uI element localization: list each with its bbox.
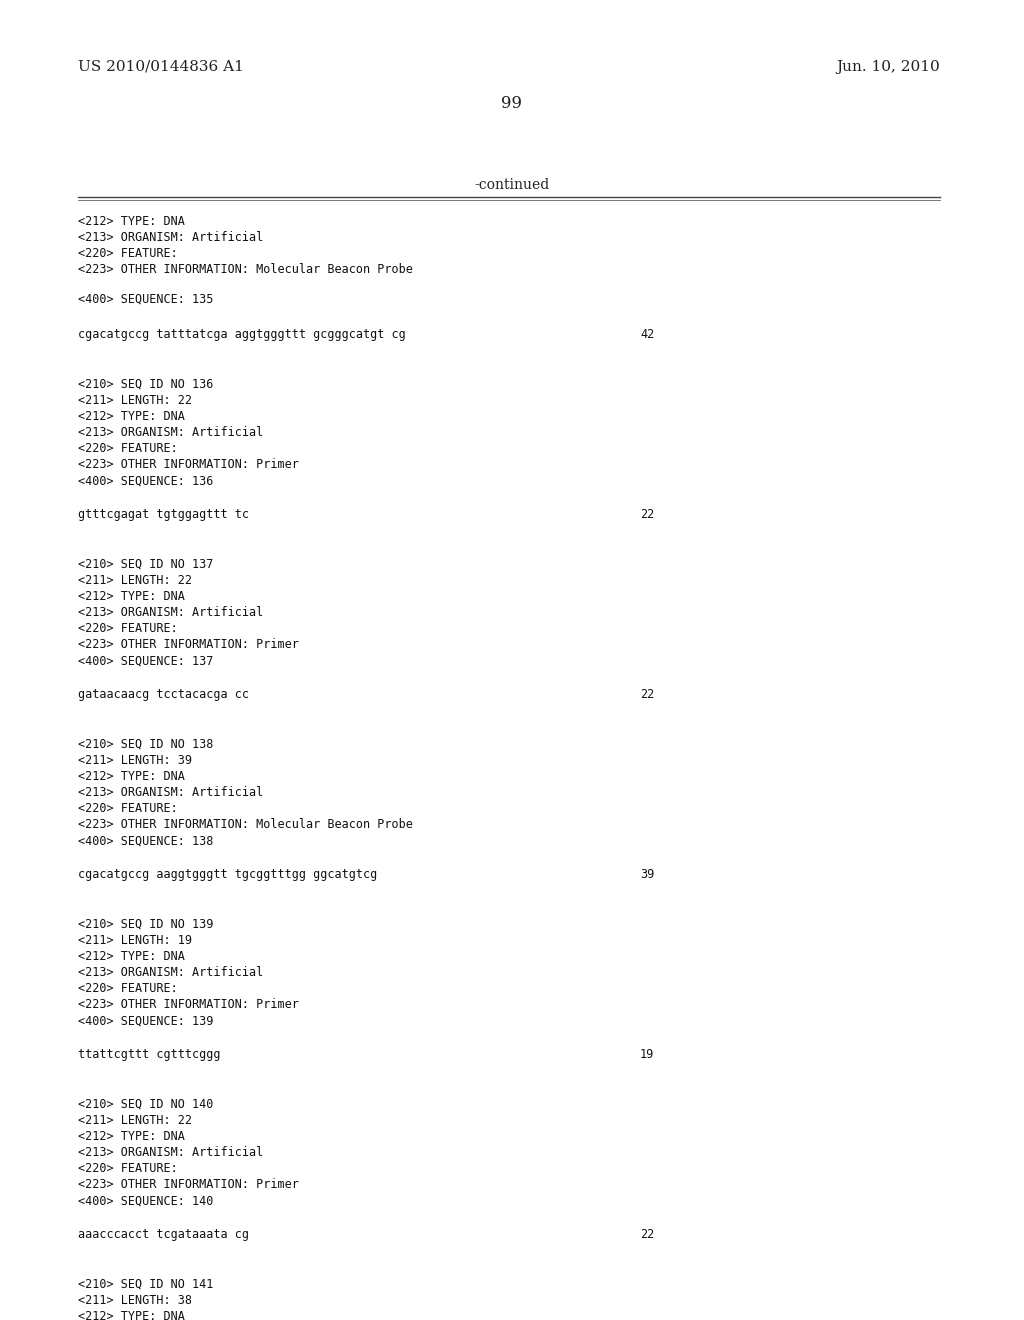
Text: <220> FEATURE:: <220> FEATURE: (78, 442, 178, 455)
Text: <210> SEQ ID NO 136: <210> SEQ ID NO 136 (78, 378, 213, 391)
Text: ttattcgttt cgtttcggg: ttattcgttt cgtttcggg (78, 1048, 220, 1061)
Text: 42: 42 (640, 327, 654, 341)
Text: <223> OTHER INFORMATION: Primer: <223> OTHER INFORMATION: Primer (78, 458, 299, 471)
Text: <213> ORGANISM: Artificial: <213> ORGANISM: Artificial (78, 966, 263, 979)
Text: 22: 22 (640, 1228, 654, 1241)
Text: <212> TYPE: DNA: <212> TYPE: DNA (78, 590, 185, 603)
Text: <220> FEATURE:: <220> FEATURE: (78, 982, 178, 995)
Text: <210> SEQ ID NO 137: <210> SEQ ID NO 137 (78, 558, 213, 572)
Text: <210> SEQ ID NO 140: <210> SEQ ID NO 140 (78, 1098, 213, 1111)
Text: <212> TYPE: DNA: <212> TYPE: DNA (78, 1309, 185, 1320)
Text: 22: 22 (640, 688, 654, 701)
Text: <223> OTHER INFORMATION: Molecular Beacon Probe: <223> OTHER INFORMATION: Molecular Beaco… (78, 263, 413, 276)
Text: <211> LENGTH: 22: <211> LENGTH: 22 (78, 393, 193, 407)
Text: <213> ORGANISM: Artificial: <213> ORGANISM: Artificial (78, 785, 263, 799)
Text: Jun. 10, 2010: Jun. 10, 2010 (837, 59, 940, 74)
Text: <212> TYPE: DNA: <212> TYPE: DNA (78, 411, 185, 422)
Text: <220> FEATURE:: <220> FEATURE: (78, 803, 178, 814)
Text: aaacccacct tcgataaata cg: aaacccacct tcgataaata cg (78, 1228, 249, 1241)
Text: <212> TYPE: DNA: <212> TYPE: DNA (78, 770, 185, 783)
Text: <211> LENGTH: 22: <211> LENGTH: 22 (78, 574, 193, 587)
Text: <223> OTHER INFORMATION: Primer: <223> OTHER INFORMATION: Primer (78, 1177, 299, 1191)
Text: <213> ORGANISM: Artificial: <213> ORGANISM: Artificial (78, 1146, 263, 1159)
Text: <400> SEQUENCE: 139: <400> SEQUENCE: 139 (78, 1015, 213, 1028)
Text: <210> SEQ ID NO 139: <210> SEQ ID NO 139 (78, 917, 213, 931)
Text: <220> FEATURE:: <220> FEATURE: (78, 1162, 178, 1175)
Text: <223> OTHER INFORMATION: Molecular Beacon Probe: <223> OTHER INFORMATION: Molecular Beaco… (78, 818, 413, 832)
Text: <211> LENGTH: 39: <211> LENGTH: 39 (78, 754, 193, 767)
Text: 39: 39 (640, 869, 654, 880)
Text: <223> OTHER INFORMATION: Primer: <223> OTHER INFORMATION: Primer (78, 998, 299, 1011)
Text: <400> SEQUENCE: 140: <400> SEQUENCE: 140 (78, 1195, 213, 1208)
Text: <212> TYPE: DNA: <212> TYPE: DNA (78, 215, 185, 228)
Text: <212> TYPE: DNA: <212> TYPE: DNA (78, 950, 185, 964)
Text: <210> SEQ ID NO 141: <210> SEQ ID NO 141 (78, 1278, 213, 1291)
Text: <211> LENGTH: 38: <211> LENGTH: 38 (78, 1294, 193, 1307)
Text: <400> SEQUENCE: 136: <400> SEQUENCE: 136 (78, 475, 213, 488)
Text: cgacatgccg tatttatcga aggtgggttt gcgggcatgt cg: cgacatgccg tatttatcga aggtgggttt gcgggca… (78, 327, 406, 341)
Text: -continued: -continued (474, 178, 550, 191)
Text: 22: 22 (640, 508, 654, 521)
Text: <210> SEQ ID NO 138: <210> SEQ ID NO 138 (78, 738, 213, 751)
Text: <211> LENGTH: 22: <211> LENGTH: 22 (78, 1114, 193, 1127)
Text: <213> ORGANISM: Artificial: <213> ORGANISM: Artificial (78, 606, 263, 619)
Text: <212> TYPE: DNA: <212> TYPE: DNA (78, 1130, 185, 1143)
Text: 19: 19 (640, 1048, 654, 1061)
Text: <213> ORGANISM: Artificial: <213> ORGANISM: Artificial (78, 426, 263, 440)
Text: <213> ORGANISM: Artificial: <213> ORGANISM: Artificial (78, 231, 263, 244)
Text: <400> SEQUENCE: 137: <400> SEQUENCE: 137 (78, 655, 213, 668)
Text: US 2010/0144836 A1: US 2010/0144836 A1 (78, 59, 244, 74)
Text: <211> LENGTH: 19: <211> LENGTH: 19 (78, 935, 193, 946)
Text: <223> OTHER INFORMATION: Primer: <223> OTHER INFORMATION: Primer (78, 638, 299, 651)
Text: gataacaacg tcctacacga cc: gataacaacg tcctacacga cc (78, 688, 249, 701)
Text: <220> FEATURE:: <220> FEATURE: (78, 622, 178, 635)
Text: gtttcgagat tgtggagttt tc: gtttcgagat tgtggagttt tc (78, 508, 249, 521)
Text: <400> SEQUENCE: 138: <400> SEQUENCE: 138 (78, 836, 213, 847)
Text: 99: 99 (502, 95, 522, 112)
Text: <400> SEQUENCE: 135: <400> SEQUENCE: 135 (78, 293, 213, 306)
Text: <220> FEATURE:: <220> FEATURE: (78, 247, 178, 260)
Text: cgacatgccg aaggtgggtt tgcggtttgg ggcatgtcg: cgacatgccg aaggtgggtt tgcggtttgg ggcatgt… (78, 869, 377, 880)
